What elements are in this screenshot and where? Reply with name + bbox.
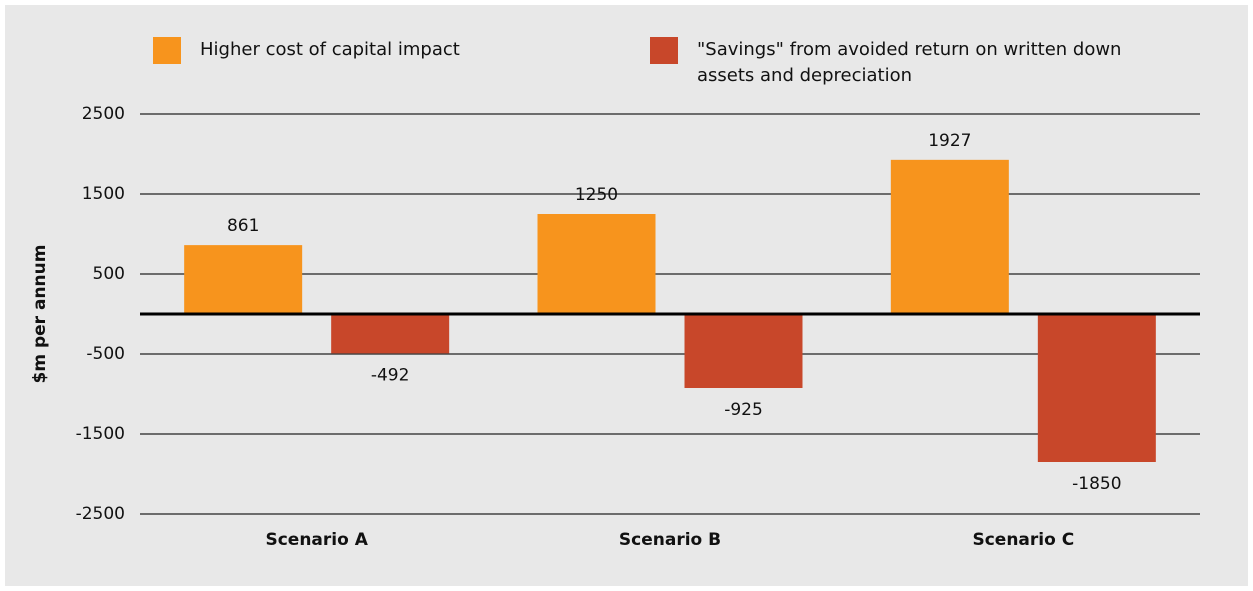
- y-axis-label: $m per annum: [30, 245, 50, 384]
- legend-swatch: [650, 37, 678, 64]
- data-label: -925: [724, 400, 763, 420]
- y-tick-label: 2500: [82, 104, 125, 124]
- legend-label: Higher cost of capital impact: [200, 39, 460, 60]
- data-label: -492: [371, 365, 410, 385]
- bar: [1037, 314, 1156, 462]
- legend-item: Higher cost of capital impact: [153, 37, 473, 64]
- bar: [331, 314, 450, 354]
- x-tick-label: Scenario A: [265, 530, 368, 550]
- bar: [890, 159, 1009, 314]
- data-label: -1850: [1072, 474, 1121, 494]
- y-tick-label: -1500: [76, 424, 125, 444]
- y-tick-label: 1500: [82, 184, 125, 204]
- y-tick-label: -500: [86, 344, 125, 364]
- bar: [184, 245, 303, 314]
- legend-swatch: [153, 37, 181, 64]
- legend-item: "Savings" from avoided return on written…: [650, 37, 1130, 89]
- x-tick-label: Scenario B: [619, 530, 721, 550]
- legend-label: "Savings" from avoided return on written…: [697, 39, 1122, 86]
- data-label: 1250: [575, 185, 618, 205]
- y-tick-label: 500: [93, 264, 125, 284]
- bar: [684, 314, 803, 388]
- data-label: 1927: [928, 131, 971, 151]
- data-label: 861: [227, 216, 259, 236]
- y-tick-label: -2500: [76, 504, 125, 524]
- x-tick-label: Scenario C: [972, 530, 1074, 550]
- bar: [537, 214, 656, 314]
